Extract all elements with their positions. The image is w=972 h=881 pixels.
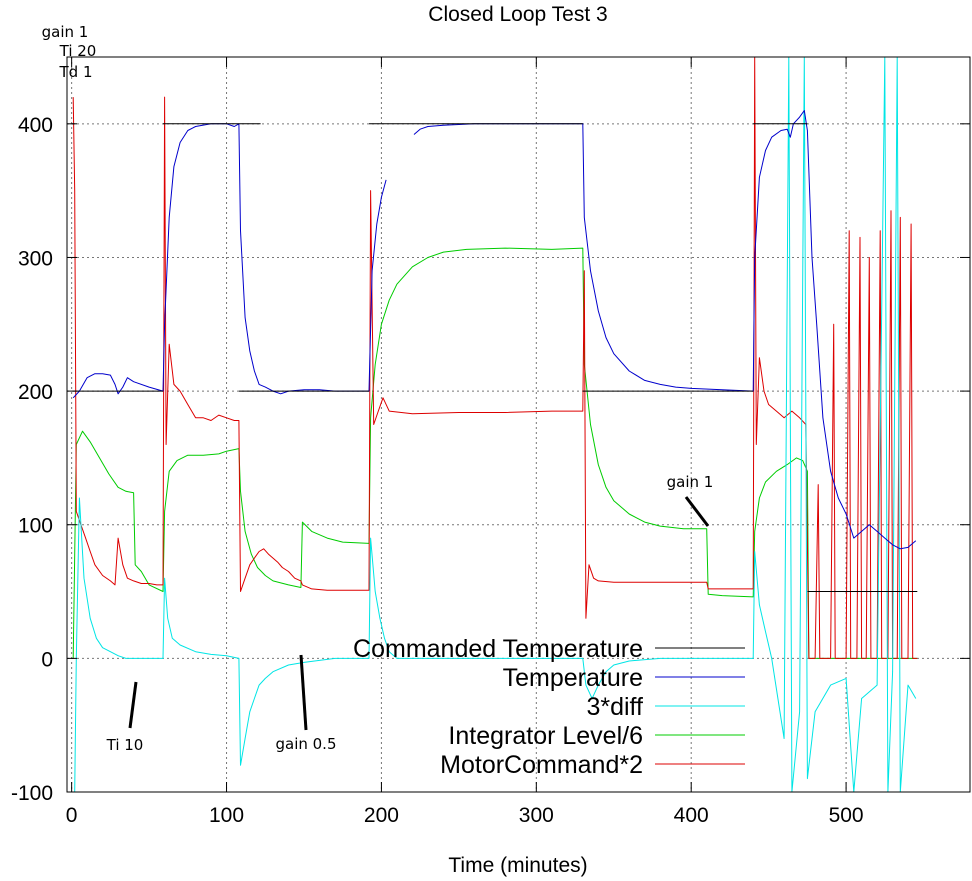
plot-frame xyxy=(66,56,971,793)
series-integrator-level-6-line xyxy=(72,247,918,659)
series-3-diff-line xyxy=(74,57,917,792)
y-tick-label: 300 xyxy=(18,247,53,270)
annotation-gain-0-5: gain 0.5 xyxy=(275,735,336,753)
y-tick-label: 400 xyxy=(18,114,53,137)
annotation-pointer xyxy=(128,681,138,729)
annotation-gain-1: gain 1 xyxy=(42,23,89,41)
x-tick-label: 0 xyxy=(66,804,78,827)
legend-label-temperature: Temperature xyxy=(503,664,643,692)
x-tick-label: 400 xyxy=(674,804,709,827)
frame-layer xyxy=(66,56,971,793)
x-tick-label: 200 xyxy=(364,804,399,827)
y-tick-label: 0 xyxy=(41,648,53,671)
annotation-td-1: Td 1 xyxy=(59,63,93,81)
series-temperature-line xyxy=(413,110,917,550)
legend-label-integrator-level-6: Integrator Level/6 xyxy=(448,722,643,750)
y-tick-label: 100 xyxy=(18,515,53,538)
series-motorcommand-2-line xyxy=(72,57,918,659)
x-tick-label: 300 xyxy=(519,804,554,827)
legend-label-3-diff: 3*diff xyxy=(586,693,643,721)
annotation-gain-1: gain 1 xyxy=(667,473,714,491)
y-tick-label: -100 xyxy=(11,782,53,805)
tick-layer: -100 0 100 200 300 400 0 100 200 300 400 500 xyxy=(11,114,864,827)
y-tick-label: 200 xyxy=(18,381,53,404)
legend-label-commanded-temperature: Commanded Temperature xyxy=(353,635,643,663)
annotation-ti-20: Ti 20 xyxy=(59,42,97,60)
annotation-pointer xyxy=(299,654,308,731)
legend-label-motorcommand-2: MotorCommand*2 xyxy=(440,751,643,779)
annotation-ti-10: Ti 10 xyxy=(106,736,144,754)
annotation-pointer xyxy=(684,496,710,527)
x-tick-label: 100 xyxy=(209,804,244,827)
x-tick-label: 500 xyxy=(829,804,864,827)
legend: Commanded TemperatureTemperature3*diffIn… xyxy=(353,635,745,779)
x-axis-label: Time (minutes) xyxy=(448,854,587,877)
series-layer xyxy=(71,57,918,792)
chart-title: Closed Loop Test 3 xyxy=(428,3,607,26)
